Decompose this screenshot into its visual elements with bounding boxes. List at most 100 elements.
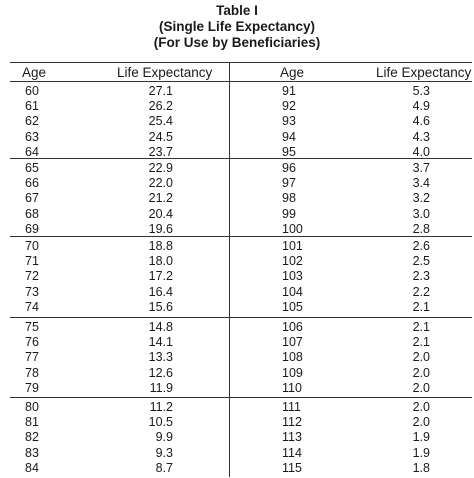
cell-life-expectancy-left: 15.6 [148, 299, 173, 314]
cell-life-expectancy-left: 14.8 [148, 320, 173, 334]
cell-age-right: 112 [282, 415, 302, 430]
header-life-expectancy-left: Life Expectancy [117, 65, 213, 80]
header-age-right: Age [280, 65, 305, 80]
cell-life-expectancy-right: 2.0 [412, 380, 430, 395]
cell-age-left: 71 [25, 254, 39, 269]
cell-age-right: 105 [282, 299, 303, 314]
cell-life-expectancy-left: 18.0 [148, 254, 173, 269]
cell-life-expectancy-right: 2.1 [412, 299, 430, 314]
table-row: 62 25.4 93 4.6 [0, 114, 474, 129]
cell-life-expectancy-right: 4.9 [412, 99, 430, 114]
cell-life-expectancy-right: 2.8 [412, 221, 430, 236]
cell-age-right: 96 [282, 161, 296, 175]
cell-life-expectancy-right: 3.7 [412, 161, 430, 175]
row-group: 65 22.9 96 3.7 66 22.0 97 3.4 67 21.2 98 3.2 68 20.4 9… [0, 161, 474, 237]
cell-life-expectancy-right: 5.3 [412, 84, 430, 98]
table-row: 63 24.5 94 4.3 [0, 130, 474, 145]
cell-life-expectancy-right: 3.4 [412, 176, 430, 191]
table-row: 83 9.3 114 1.9 [0, 446, 474, 461]
cell-age-right: 93 [282, 114, 296, 129]
header-age-left: Age [22, 65, 47, 80]
cell-age-right: 92 [282, 99, 296, 114]
table-row: 79 11.9 110 2.0 [0, 381, 474, 396]
cell-life-expectancy-left: 20.4 [148, 206, 173, 221]
cell-life-expectancy-left: 18.8 [148, 239, 173, 253]
header-life-expectancy-right: Life Expectancy [376, 65, 472, 80]
cell-age-left: 81 [25, 415, 39, 430]
cell-life-expectancy-right: 2.1 [412, 335, 430, 350]
cell-age-right: 109 [282, 365, 303, 380]
cell-age-right: 104 [282, 284, 303, 299]
cell-age-left: 65 [25, 161, 39, 175]
cell-age-right: 113 [282, 430, 302, 445]
cell-age-left: 79 [25, 380, 39, 395]
cell-age-left: 78 [25, 365, 39, 380]
cell-life-expectancy-right: 1.9 [412, 430, 430, 445]
table-row: 71 18.0 102 2.5 [0, 254, 474, 269]
cell-life-expectancy-right: 2.0 [412, 350, 430, 365]
table-subtitle-use: (For Use by Beneficiaries) [153, 35, 321, 50]
table-row: 84 8.7 115 1.8 [0, 461, 474, 476]
cell-life-expectancy-right: 4.0 [412, 144, 430, 159]
cell-age-right: 91 [282, 84, 296, 98]
table-row: 82 9.9 113 1.9 [0, 430, 474, 445]
cell-age-right: 103 [282, 269, 303, 284]
cell-age-right: 108 [282, 350, 303, 365]
cell-age-left: 76 [25, 335, 39, 350]
table-title: Table I [216, 3, 258, 18]
table-row: 61 26.2 92 4.9 [0, 99, 474, 114]
table-row: 65 22.9 96 3.7 [0, 161, 474, 176]
cell-life-expectancy-right: 2.0 [412, 365, 430, 380]
cell-life-expectancy-left: 12.6 [148, 365, 173, 380]
cell-life-expectancy-left: 9.9 [155, 430, 173, 445]
cell-life-expectancy-left: 13.3 [148, 350, 173, 365]
cell-life-expectancy-right: 2.1 [412, 320, 430, 334]
cell-age-right: 98 [282, 191, 296, 206]
cell-age-right: 99 [282, 206, 296, 221]
top-rule [10, 62, 472, 63]
table-row: 64 23.7 95 4.0 [0, 145, 474, 160]
table-row: 70 18.8 101 2.6 [0, 239, 474, 254]
cell-age-left: 75 [25, 320, 39, 334]
table-row: 68 20.4 99 3.0 [0, 207, 474, 222]
cell-life-expectancy-left: 25.4 [148, 114, 173, 129]
cell-age-left: 74 [25, 299, 39, 314]
table-row: 60 27.1 91 5.3 [0, 84, 474, 99]
cell-age-right: 95 [282, 144, 296, 159]
cell-age-left: 70 [25, 239, 39, 253]
cell-life-expectancy-right: 2.5 [412, 254, 430, 269]
cell-life-expectancy-left: 24.5 [148, 129, 173, 144]
group-rule [10, 236, 472, 237]
cell-age-right: 100 [282, 221, 303, 236]
table-row: 69 19.6 100 2.8 [0, 222, 474, 237]
cell-age-right: 102 [282, 254, 303, 269]
cell-age-left: 63 [25, 129, 39, 144]
column-divider [229, 63, 230, 477]
cell-age-left: 77 [25, 350, 39, 365]
group-rule [10, 158, 472, 159]
cell-life-expectancy-left: 22.0 [148, 176, 173, 191]
table-row: 72 17.2 103 2.3 [0, 269, 474, 284]
table-subtitle: (Single Life Expectancy) [158, 19, 316, 34]
table-row: 80 11.2 111 2.0 [0, 400, 474, 415]
cell-age-left: 60 [25, 84, 39, 98]
cell-life-expectancy-left: 11.2 [149, 400, 173, 414]
cell-life-expectancy-left: 27.1 [148, 84, 173, 98]
row-group: 70 18.8 101 2.6 71 18.0 102 2.5 72 17.2 103 2.3 73 16… [0, 239, 474, 315]
cell-life-expectancy-right: 3.2 [412, 191, 430, 206]
cell-age-left: 64 [25, 144, 39, 159]
cell-age-left: 62 [25, 114, 39, 129]
group-rule [10, 317, 472, 318]
cell-life-expectancy-left: 8.7 [155, 460, 173, 475]
cell-life-expectancy-right: 2.2 [412, 284, 430, 299]
header-rule [10, 81, 472, 82]
cell-age-right: 107 [282, 335, 303, 350]
cell-age-left: 83 [25, 445, 39, 460]
cell-life-expectancy-right: 2.0 [412, 415, 430, 430]
cell-life-expectancy-left: 10.5 [148, 415, 173, 430]
cell-age-left: 72 [25, 269, 39, 284]
row-group: 80 11.2 111 2.0 81 10.5 112 2.0 82 9.9 113 1.9 83 9.3… [0, 400, 474, 476]
cell-age-left: 67 [25, 191, 39, 206]
cell-age-left: 82 [25, 430, 39, 445]
cell-life-expectancy-right: 1.8 [412, 460, 430, 475]
